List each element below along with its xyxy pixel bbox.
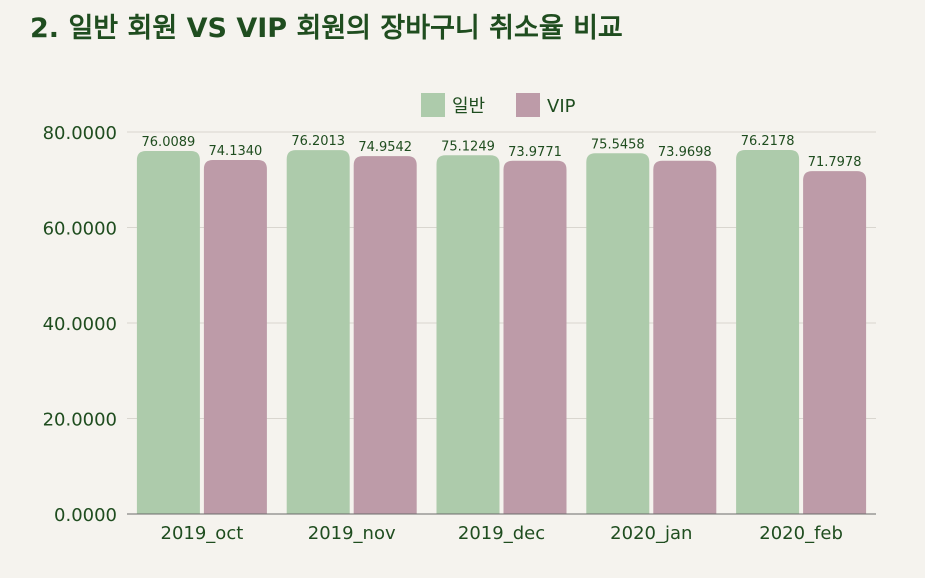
x-tick-label: 2020_jan bbox=[610, 523, 692, 544]
bar bbox=[203, 160, 267, 515]
legend-label: VIP bbox=[547, 96, 576, 117]
bar bbox=[353, 156, 417, 514]
bar bbox=[136, 151, 200, 514]
page-title: 2. 일반 회원 VS VIP 회원의 장바구니 취소율 비교 bbox=[30, 13, 623, 44]
data-label: 75.1249 bbox=[441, 139, 495, 154]
data-label: 76.2013 bbox=[291, 134, 345, 149]
y-tick-label: 60.0000 bbox=[43, 219, 117, 240]
bar bbox=[286, 150, 350, 514]
x-tick-label: 2019_dec bbox=[458, 523, 545, 544]
bar bbox=[586, 153, 650, 514]
bar bbox=[803, 171, 867, 514]
bar bbox=[436, 155, 500, 514]
y-tick-label: 40.0000 bbox=[43, 314, 117, 335]
legend-swatch bbox=[516, 93, 540, 117]
bar bbox=[736, 150, 800, 514]
data-label: 71.7978 bbox=[808, 155, 862, 170]
y-tick-label: 80.0000 bbox=[43, 123, 117, 144]
y-tick-label: 20.0000 bbox=[43, 410, 117, 431]
data-label: 76.0089 bbox=[142, 135, 196, 150]
data-label: 76.2178 bbox=[741, 134, 795, 149]
bar bbox=[653, 160, 717, 515]
bar bbox=[503, 160, 567, 515]
legend-swatch bbox=[421, 93, 445, 117]
data-label: 74.9542 bbox=[358, 140, 412, 155]
x-tick-label: 2020_feb bbox=[759, 523, 843, 544]
data-label: 73.9698 bbox=[658, 145, 712, 160]
data-label: 74.1340 bbox=[209, 144, 263, 159]
legend-label: 일반 bbox=[452, 96, 485, 117]
data-label: 75.5458 bbox=[591, 137, 645, 152]
y-tick-label: 0.0000 bbox=[54, 505, 117, 526]
x-tick-label: 2019_nov bbox=[308, 523, 396, 544]
x-tick-label: 2019_oct bbox=[161, 523, 244, 544]
data-label: 73.9771 bbox=[508, 145, 562, 160]
